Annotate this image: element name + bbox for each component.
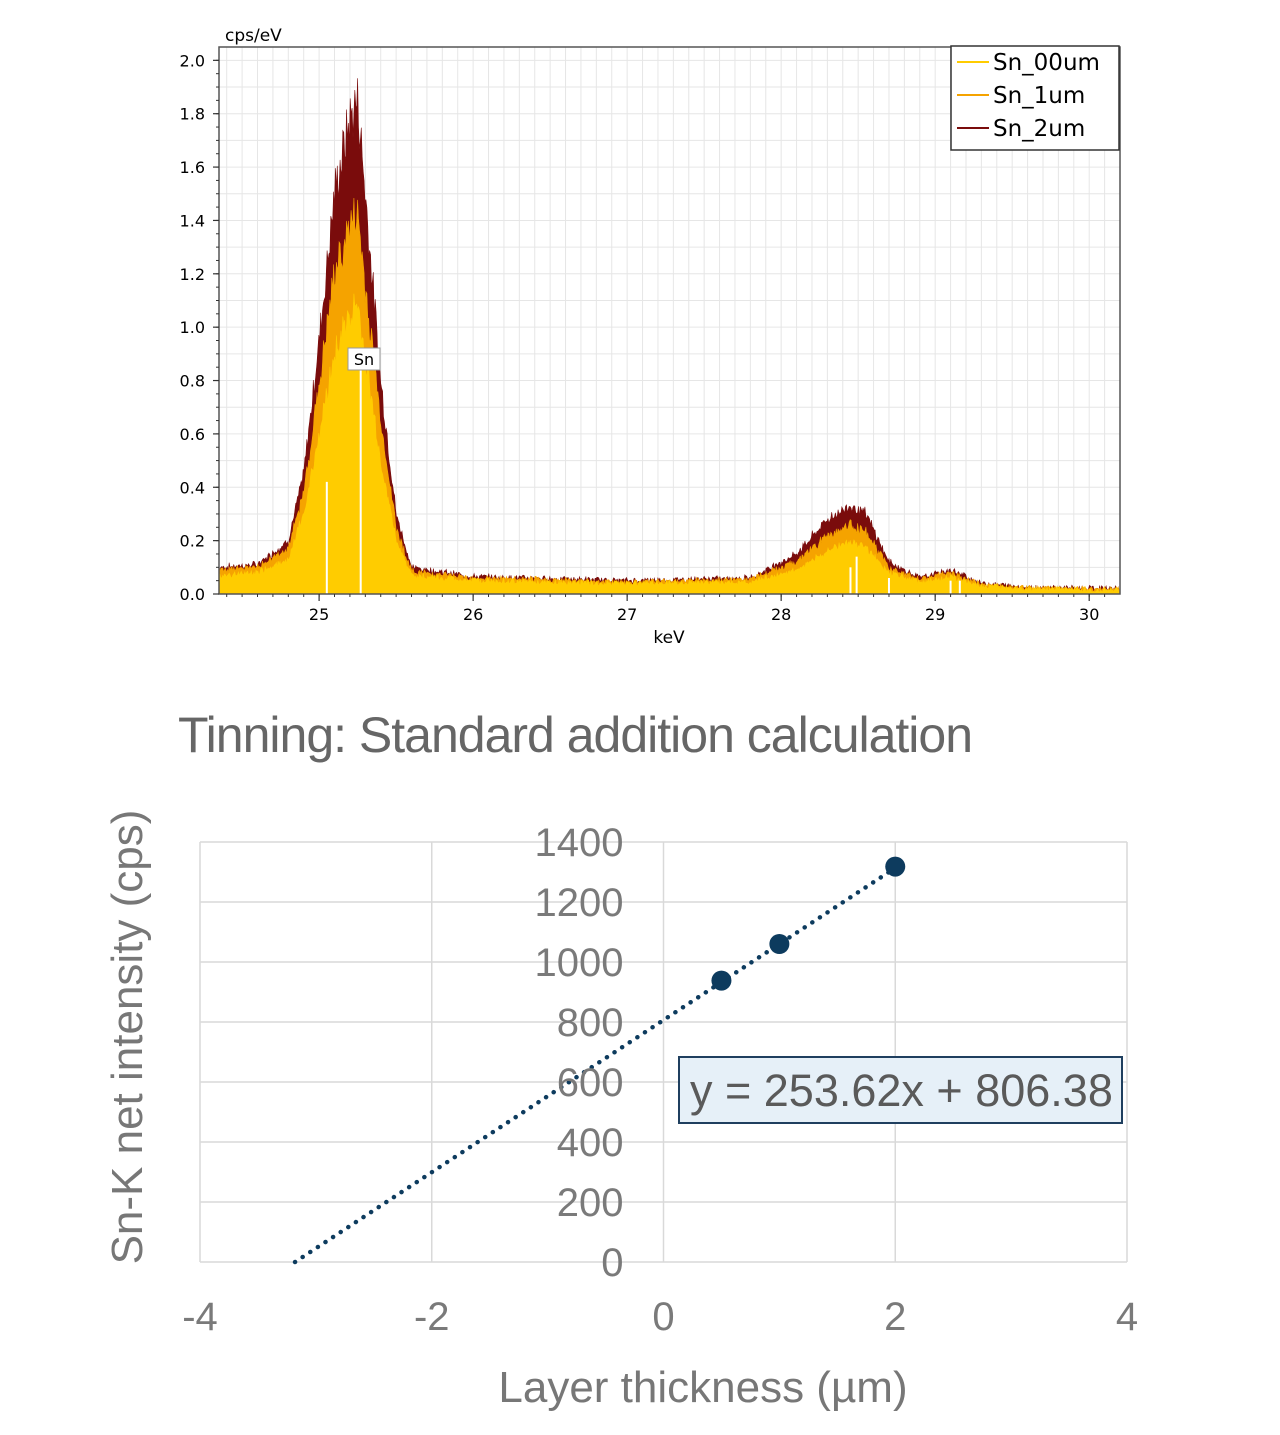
calib-x-tick-label: 4 — [1116, 1295, 1138, 1339]
equation-box: y = 253.62x + 806.38 — [678, 1056, 1123, 1124]
data-point — [885, 856, 906, 877]
spectrum-y-tick-label: 1.4 — [180, 211, 205, 230]
calib-y-tick-label: 1000 — [535, 941, 624, 985]
calib-y-tick-label: 0 — [601, 1241, 623, 1285]
sn-label: Sn — [354, 350, 374, 369]
spectrum-x-label: keV — [653, 628, 685, 648]
calibration-ticks: 0 200 400 600 800 1000 1200 1400 -4 -2 0 2 4 — [182, 821, 1138, 1339]
calib-y-tick-label: 800 — [557, 1001, 624, 1045]
spectrum-x-tick-label: 28 — [771, 605, 791, 624]
spectrum-y-tick-label: 1.6 — [180, 158, 205, 177]
calib-x-tick-label: 0 — [652, 1295, 674, 1339]
spectrum-legend: Sn_00um Sn_1um Sn_2um — [950, 45, 1120, 151]
spectrum-chart: Sn cps/eV keV 0.0 0.2 0.4 0.6 0.8 1.0 1.2 1.4 1.… — [180, 26, 1121, 648]
trendline — [292, 865, 898, 1265]
spectrum-annotation: Sn — [347, 347, 381, 371]
spectrum-x-tick-label: 26 — [463, 605, 483, 624]
spectrum-y-tick-label: 0.8 — [180, 372, 205, 391]
calib-x-tick-label: -4 — [182, 1295, 218, 1339]
spectrum-y-tick-label: 1.8 — [180, 105, 205, 124]
calib-y-tick-label: 1200 — [535, 881, 624, 925]
trendline-line — [292, 865, 898, 1265]
spectrum-x-tick-label: 29 — [925, 605, 945, 624]
spectrum-x-tick-label: 27 — [617, 605, 637, 624]
calibration-chart: Tinning: Standard addition calculation 0… — [103, 707, 1138, 1412]
calibration-grid — [199, 841, 1128, 1263]
sn-label-box — [347, 347, 381, 371]
calibration-x-label: Layer thickness (µm) — [498, 1363, 907, 1412]
spectrum-axes — [218, 46, 1121, 595]
calib-y-tick-label: 600 — [557, 1061, 624, 1105]
spectrum-y-tick-label: 0.0 — [180, 585, 205, 604]
legend-label-sn2: Sn_2um — [993, 116, 1085, 142]
spectrum-y-tick-label: 1.2 — [180, 265, 205, 284]
equation-box-frame — [678, 1056, 1123, 1124]
spectrum-x-tick-label: 25 — [309, 605, 329, 624]
calib-x-tick-label: -2 — [414, 1295, 450, 1339]
spectrum-y-tick-label: 2.0 — [180, 51, 205, 70]
legend-label-sn1: Sn_1um — [993, 83, 1085, 109]
calib-x-tick-label: 2 — [884, 1295, 906, 1339]
calibration-title: Tinning: Standard addition calculation — [178, 707, 972, 763]
calib-y-tick-label: 1400 — [535, 821, 624, 865]
spectrum-y-tick-label: 0.6 — [180, 425, 205, 444]
calib-y-tick-label: 200 — [557, 1181, 624, 1225]
equation-label: y = 253.62x + 806.38 — [690, 1065, 1113, 1116]
legend-label-sn00: Sn_00um — [993, 50, 1100, 76]
spectrum-y-tick-label: 0.4 — [180, 478, 205, 497]
legend-box — [950, 45, 1120, 151]
spectrum-x-tick-label: 30 — [1079, 605, 1099, 624]
calib-y-tick-label: 400 — [557, 1121, 624, 1165]
spectrum-ticks: 0.0 0.2 0.4 0.6 0.8 1.0 1.2 1.4 1.6 1.8 2.0 25 26 27 2… — [180, 51, 1106, 624]
spectrum-y-tick-label: 1.0 — [180, 318, 205, 337]
spectrum-plot-frame — [218, 46, 1121, 595]
calibration-y-label: Sn-K net intensity (cps) — [103, 810, 152, 1265]
spectrum-y-tick-label: 0.2 — [180, 532, 205, 551]
spectrum-y-unit: cps/eV — [225, 26, 282, 46]
data-point — [711, 970, 732, 991]
data-points — [711, 856, 906, 991]
data-point — [769, 934, 790, 954]
